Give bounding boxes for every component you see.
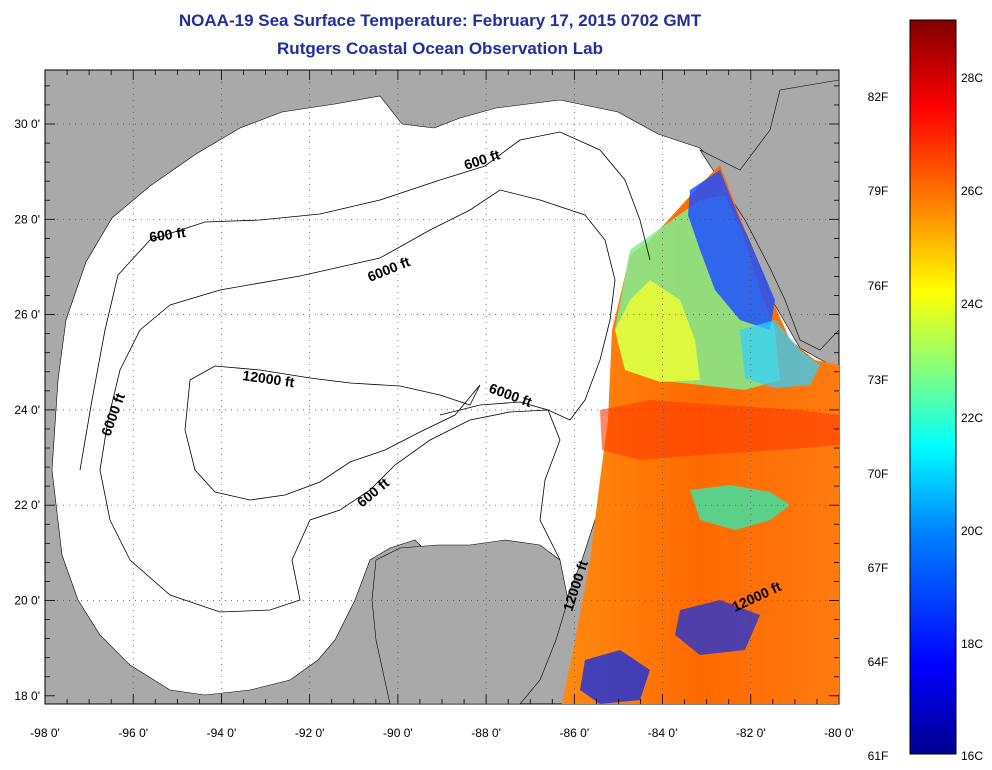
contour-label-12000ft-center: 12000 ft — [242, 367, 296, 390]
colorbar-fahrenheit-label: 61F — [868, 749, 889, 763]
florida-land — [699, 79, 839, 351]
colorbar-celsius-label: 20C — [961, 524, 983, 538]
chart-subtitle: Rutgers Coastal Ocean Observation Lab — [277, 39, 603, 58]
latitude-labels: 30 0' 28 0' 26 0' 24 0' 22 0' 20 0' 18 0' — [14, 117, 40, 703]
colorbar-celsius-label: 16C — [961, 749, 983, 763]
colorbar-fahrenheit-label: 79F — [868, 184, 889, 198]
colorbar-fahrenheit-label: 76F — [868, 279, 889, 293]
contour-600ft-west — [439, 401, 561, 561]
colorbar-celsius-label: 22C — [961, 411, 983, 425]
sst-yellow-patch — [615, 280, 700, 382]
colorbar-fahrenheit-labels: 82F 79F 76F 73F 70F 67F 64F 61F — [868, 90, 889, 763]
yucatan-land — [371, 539, 569, 704]
sst-cyan-patch — [740, 320, 820, 388]
longitude-label: -88 0' — [471, 726, 501, 740]
contour-12000ft — [184, 365, 481, 501]
colorbar-celsius-label: 18C — [961, 637, 983, 651]
longitude-labels: -98 0' -96 0' -94 0' -92 0' -90 0' -88 0' -86 … — [30, 726, 854, 740]
axis-ticks — [44, 70, 840, 704]
chart-title: NOAA-19 Sea Surface Temperature: Februar… — [178, 11, 702, 30]
colorbar-fahrenheit-label: 70F — [868, 467, 889, 481]
longitude-label: -82 0' — [736, 726, 766, 740]
latitude-label: 28 0' — [14, 212, 40, 226]
contour-6000ft — [99, 189, 616, 613]
longitude-label: -98 0' — [30, 726, 60, 740]
contour-label-600ft-north: 600 ft — [148, 224, 187, 245]
latitude-label: 24 0' — [14, 403, 40, 417]
latitude-label: 30 0' — [14, 117, 40, 131]
longitude-label: -92 0' — [295, 726, 325, 740]
colorbar-celsius-label: 26C — [961, 184, 983, 198]
sst-green-cuba-patch — [690, 485, 790, 530]
latitude-label: 18 0' — [14, 689, 40, 703]
sst-blue-patch — [688, 170, 775, 330]
longitude-label: -84 0' — [648, 726, 678, 740]
colorbar-celsius-label: 28C — [961, 71, 983, 85]
longitude-label: -80 0' — [824, 726, 854, 740]
colorbar-celsius-labels: 28C 26C 24C 22C 20C 18C 16C — [961, 71, 983, 763]
contour-600ft — [79, 131, 651, 471]
colorbar-fahrenheit-label: 67F — [868, 561, 889, 575]
graticule — [45, 70, 839, 704]
latitude-label: 26 0' — [14, 308, 40, 322]
longitude-label: -96 0' — [118, 726, 148, 740]
colorbar-fahrenheit-label: 82F — [868, 90, 889, 104]
colorbar-fahrenheit-label: 73F — [868, 373, 889, 387]
longitude-label: -86 0' — [560, 726, 590, 740]
latitude-label: 22 0' — [14, 498, 40, 512]
sst-red-band — [600, 400, 839, 460]
colorbar-fahrenheit-label: 64F — [868, 655, 889, 669]
colorbar — [909, 19, 957, 755]
sst-blue-south-2 — [675, 600, 760, 655]
colorbar-celsius-label: 24C — [961, 297, 983, 311]
longitude-label: -94 0' — [207, 726, 237, 740]
latitude-label: 20 0' — [14, 594, 40, 608]
sst-blue-south — [580, 650, 650, 704]
longitude-label: -90 0' — [383, 726, 413, 740]
